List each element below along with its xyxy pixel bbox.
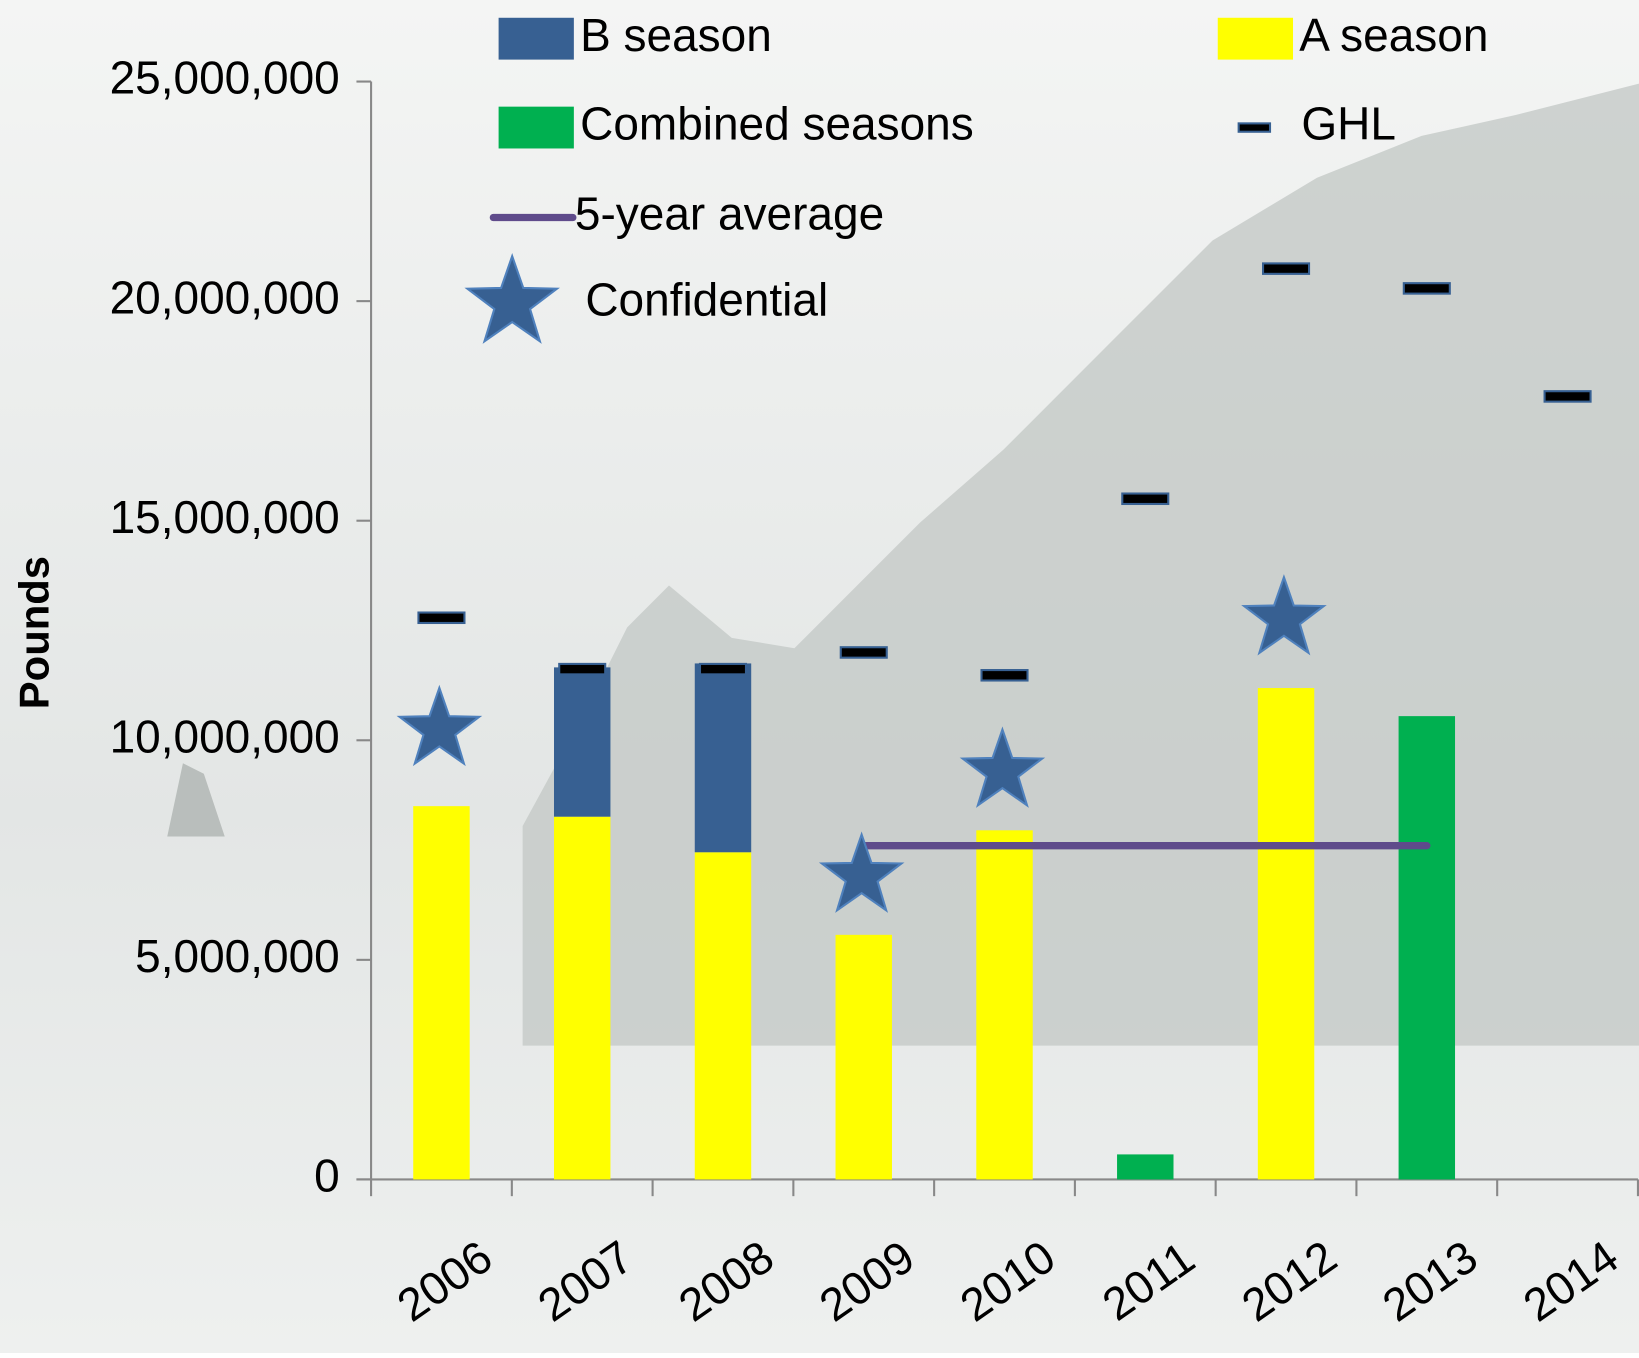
ghl-marker <box>980 669 1029 682</box>
ghl-marker <box>558 662 607 676</box>
bar <box>553 816 611 1180</box>
mountain <box>522 83 1639 1046</box>
y-tick-label: 5,000,000 <box>135 930 340 982</box>
confidential-star <box>396 684 483 767</box>
bar <box>1117 1154 1174 1180</box>
ghl-marker <box>1543 390 1592 403</box>
bar <box>694 663 752 853</box>
legend-swatch <box>498 106 574 149</box>
y-tick-label: 0 <box>314 1150 340 1202</box>
y-tick-label: 25,000,000 <box>110 52 340 104</box>
ghl-marker <box>1121 492 1170 506</box>
legend-label: A season <box>1299 9 1488 61</box>
bar <box>976 830 1033 1180</box>
y-tick-label: 15,000,000 <box>110 491 340 543</box>
legend-label: GHL <box>1301 98 1396 150</box>
bar <box>553 667 611 817</box>
legend-swatch <box>464 252 560 344</box>
legend-label: Combined seasons <box>580 98 974 150</box>
confidential-star <box>1241 574 1327 656</box>
y-tick-label: 20,000,000 <box>110 271 340 323</box>
ghl-marker <box>1402 282 1451 295</box>
bar <box>835 934 892 1180</box>
legend-swatch <box>1237 122 1272 133</box>
bar <box>413 806 470 1180</box>
y-tick-label: 10,000,000 <box>110 710 340 762</box>
confidential-star <box>818 831 905 913</box>
ghl-marker <box>1262 262 1311 275</box>
bar <box>694 852 752 1180</box>
legend-label: B season <box>580 9 772 61</box>
legend-swatch <box>498 17 574 60</box>
ghl-marker <box>417 611 466 625</box>
bar <box>1398 716 1456 1180</box>
legend-label: 5-year average <box>575 188 884 240</box>
rock <box>167 763 225 837</box>
legend-swatch <box>1217 17 1294 60</box>
legend-label: Confidential <box>585 273 828 325</box>
confidential-star <box>959 726 1046 808</box>
y-axis-label: Pounds <box>11 556 58 709</box>
bar <box>1257 688 1315 1180</box>
ghl-marker <box>698 662 748 676</box>
ghl-marker <box>839 646 888 659</box>
